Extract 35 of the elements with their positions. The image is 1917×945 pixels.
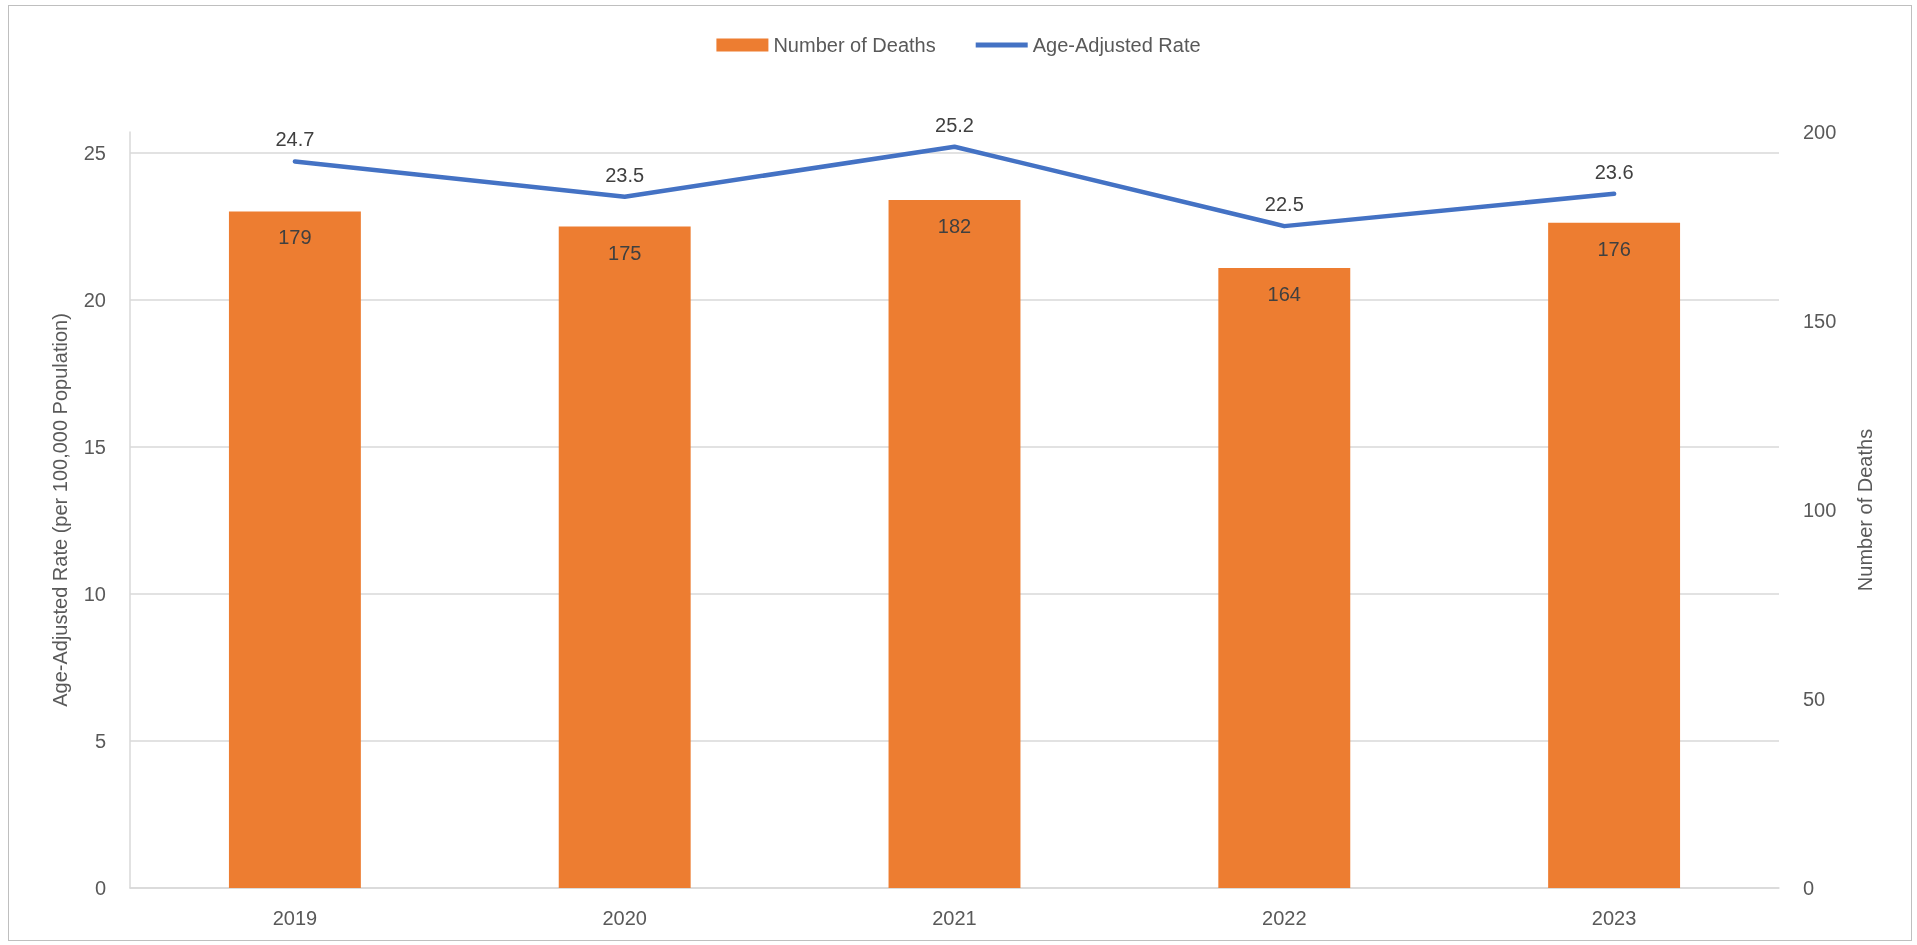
y2-tick-label: 0 (1803, 877, 1815, 899)
data-label: 182 (937, 215, 972, 238)
bar (228, 211, 361, 888)
y-axis-title: Age-Adjusted Rate (per 100,000 Population) (49, 313, 71, 707)
y-tick-label: 5 (94, 729, 106, 752)
y-tick-label: 20 (83, 288, 106, 311)
y2-tick-label: 200 (1803, 121, 1837, 143)
data-label: 24.7 (275, 128, 315, 151)
data-label: 23.6 (1594, 160, 1634, 183)
x-tick-label: 2019 (272, 907, 318, 929)
y-tick-label: 15 (83, 435, 106, 458)
y2-axis-title: Number of Deaths (1854, 428, 1876, 592)
bar (1548, 222, 1681, 888)
x-tick-label: 2020 (602, 907, 647, 929)
data-label: 179 (278, 226, 312, 249)
bar (888, 200, 1021, 888)
data-label: 22.5 (1264, 193, 1304, 216)
data-label: 176 (1597, 237, 1631, 260)
data-label: 164 (1267, 283, 1301, 306)
data-label: 23.5 (605, 163, 645, 186)
y2-tick-label: 50 (1803, 688, 1826, 710)
legend-label: Age-Adjusted Rate (1032, 34, 1201, 56)
x-tick-label: 2023 (1591, 907, 1637, 929)
y2-tick-label: 150 (1803, 310, 1837, 332)
data-label: 25.2 (935, 113, 974, 136)
legend-label: Number of Deaths (773, 34, 936, 56)
y2-tick-label: 100 (1803, 499, 1837, 521)
y-tick-label: 10 (83, 582, 106, 605)
y-tick-label: 25 (83, 141, 106, 164)
data-label: 175 (608, 241, 642, 264)
x-tick-label: 2022 (1262, 907, 1307, 929)
bar (558, 226, 691, 888)
bar (1218, 268, 1351, 888)
x-tick-label: 2021 (932, 907, 977, 929)
y-tick-label: 0 (94, 877, 106, 899)
